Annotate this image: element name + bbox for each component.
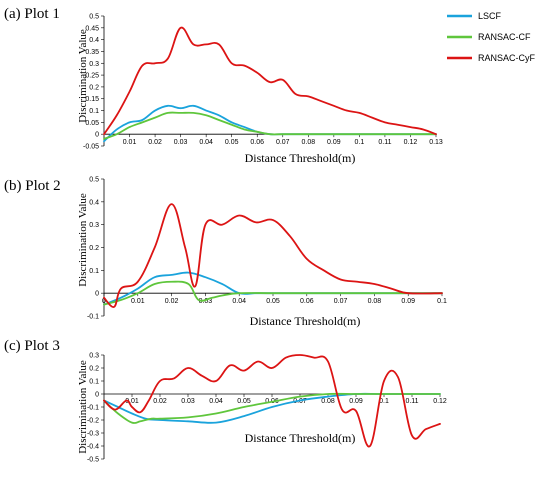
x-tick-label: 0.04	[199, 139, 213, 146]
y-tick-label: 0.5	[89, 177, 99, 184]
legend-label-lscf: LSCF	[478, 11, 502, 21]
x-tick-label: 0.07	[276, 139, 290, 146]
y-tick-label: 0.5	[89, 14, 99, 21]
y-tick-label: -0.05	[83, 144, 99, 151]
legend-label-ransac-cyf: RANSAC-CyF	[478, 53, 536, 63]
x-tick-label: 0.01	[123, 139, 137, 146]
x-tick-label: 0.11	[378, 139, 391, 146]
y-tick-label: 0.05	[85, 120, 99, 127]
panel-3: -0.5 -0.4 -0.3 -0.2 -0.1 0 0.1 0.2 0.3 0.01 0.02 0.…	[87, 353, 447, 464]
y-tick-label: 0.2	[89, 366, 99, 373]
y-tick-label: -0.1	[87, 314, 99, 321]
y-tick-label: 0.2	[89, 84, 99, 91]
x-tick-label: 0.03	[174, 139, 188, 146]
y-tick-label: 0.3	[89, 353, 99, 360]
y-tick-label: 0.15	[85, 96, 99, 103]
ylabel-a: Discrimination Value	[77, 29, 89, 123]
y-tick-label: -0.3	[87, 431, 99, 438]
x-tick-label: 0.1	[355, 139, 365, 146]
y-tick-label: 0.1	[89, 268, 99, 275]
x-tick-label: 0.02	[165, 298, 179, 305]
x-tick-label: 0.04	[232, 298, 246, 305]
series-line-ransac-cyf	[103, 203, 443, 308]
x-tick-label: 0.09	[401, 298, 415, 305]
x-tick-label: 0.08	[368, 298, 382, 305]
x-tick-label: 0.09	[327, 139, 341, 146]
x-tick-label: 0.05	[225, 139, 239, 146]
x-tick-label: 0.06	[300, 298, 314, 305]
series-line-ransac-cf	[103, 392, 441, 424]
x-tick-label: 0.07	[293, 398, 307, 405]
y-tick-label: 0.2	[89, 245, 99, 252]
legend-label-ransac-cf: RANSAC-CF	[478, 32, 531, 42]
y-tick-label: 0.3	[89, 61, 99, 68]
ylabel-b: Discrimination Value	[77, 193, 89, 287]
series-line-ransac-cf	[103, 280, 443, 306]
panel-1: -0.05 0 0.05 0.1 0.15 0.2 0.25 0.3 0.35 0.4 0.45 0.…	[83, 14, 443, 151]
x-tick-label: 0.1	[437, 298, 447, 305]
y-tick-label: 0.45	[85, 25, 99, 32]
y-tick-label: 0.4	[89, 37, 99, 44]
xlabel-a: Distance Threshold(m)	[245, 151, 356, 165]
xlabel-c: Distance Threshold(m)	[245, 431, 356, 445]
xlabel-b: Distance Threshold(m)	[250, 314, 361, 328]
y-tick-label: 0.1	[89, 379, 99, 386]
y-tick-label: 0	[95, 132, 99, 139]
y-tick-label: -0.4	[87, 444, 99, 451]
x-tick-label: 0.06	[250, 139, 264, 146]
y-tick-label: 0.25	[85, 73, 99, 80]
y-tick-label: 0.35	[85, 49, 99, 56]
y-tick-label: -0.1	[87, 405, 99, 412]
series-line-ransac-cyf	[103, 354, 441, 448]
x-tick-label: 0.08	[321, 398, 335, 405]
panel-2: -0.1 0 0.1 0.2 0.3 0.4 0.5 0 0.01 0.02 0.03 0.04 0.0…	[87, 177, 447, 321]
x-tick-label: 0.12	[404, 139, 418, 146]
x-tick-label: 0.12	[433, 398, 447, 405]
y-tick-label: -0.5	[87, 457, 99, 464]
y-tick-label: 0	[95, 392, 99, 399]
legend: LSCF RANSAC-CF RANSAC-CyF	[447, 11, 536, 63]
x-tick-label: 0.08	[301, 139, 315, 146]
x-tick-label: 0.09	[349, 398, 363, 405]
panel-title-b: (b) Plot 2	[4, 178, 61, 194]
x-tick-label: 0.03	[199, 298, 213, 305]
ylabel-c: Discrimination Value	[77, 360, 89, 454]
x-tick-label: 0.11	[405, 398, 418, 405]
x-tick-label: 0.02	[153, 398, 167, 405]
x-tick-label: 0.01	[131, 298, 145, 305]
x-tick-label: 0.02	[148, 139, 162, 146]
x-tick-label: 0	[102, 298, 106, 305]
y-tick-label: 0	[95, 291, 99, 298]
panel-title-c: (c) Plot 3	[4, 338, 60, 354]
x-tick-label: 0.05	[237, 398, 251, 405]
y-tick-label: 0.3	[89, 222, 99, 229]
y-tick-label: -0.2	[87, 418, 99, 425]
x-tick-label: 0.05	[266, 298, 280, 305]
y-tick-label: 0.1	[89, 108, 99, 115]
y-tick-label: 0.4	[89, 199, 99, 206]
x-tick-label: 0.1	[379, 398, 389, 405]
x-tick-label: 0.13	[429, 139, 443, 146]
x-tick-label: 0.01	[125, 398, 139, 405]
series-line-ransac-cf	[103, 111, 437, 140]
panel-title-a: (a) Plot 1	[4, 6, 60, 22]
x-tick-label: 0.07	[334, 298, 348, 305]
x-tick-label: 0.04	[209, 398, 223, 405]
x-tick-label: 0.03	[181, 398, 195, 405]
series-line-ransac-cyf	[103, 26, 437, 136]
